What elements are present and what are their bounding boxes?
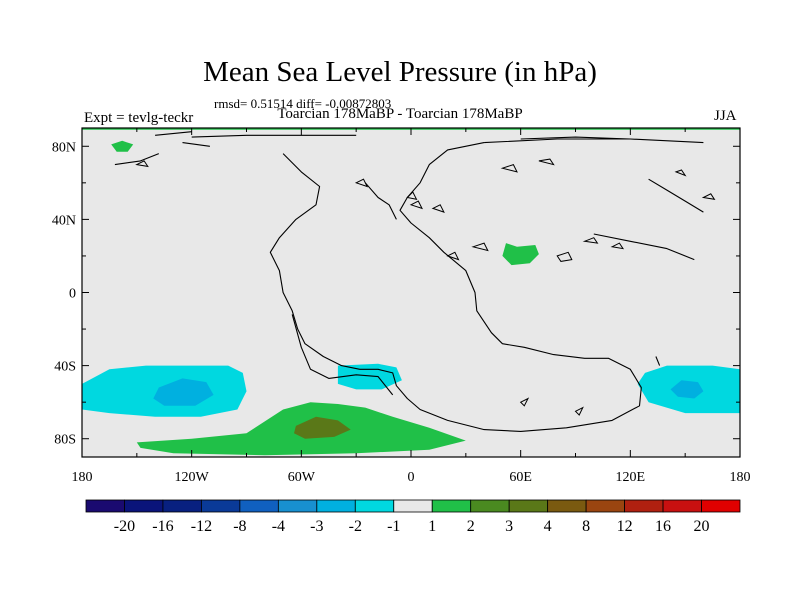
colorbar-swatch: [277, 499, 318, 513]
colorbar-swatch: [547, 499, 587, 513]
pressure-region-north-atlantic-high-patch: [111, 140, 134, 152]
colorbar-swatch: [162, 499, 202, 513]
y-tick-label: 0: [69, 287, 76, 302]
x-tick-label: 180: [730, 470, 751, 485]
colorbar-label: -16: [152, 518, 173, 535]
x-tick-label: 0: [408, 470, 415, 485]
colorbar-label: 1: [428, 518, 436, 535]
coastline-9: [648, 178, 704, 213]
island-outline-13: [674, 169, 687, 177]
colorbar-swatch: [239, 499, 279, 513]
coastline-6: [182, 142, 210, 147]
island-outline-14: [701, 193, 716, 200]
colorbar-label: -8: [233, 518, 246, 535]
x-tick-label: 120E: [616, 470, 646, 485]
colorbar-label: 20: [694, 518, 710, 535]
coastline-0: [269, 142, 642, 432]
x-tick-label: 60W: [288, 470, 316, 485]
x-tick-label: 60E: [509, 470, 532, 485]
rmsd-diff-stats: rmsd= 0.51514 diff= -0.00872803: [214, 96, 392, 111]
colorbar-swatch: [470, 499, 510, 513]
colorbar-swatch: [585, 499, 625, 513]
island-outline-6: [135, 160, 149, 168]
x-tick-label: 120W: [175, 470, 210, 485]
colorbar-label: 8: [582, 518, 590, 535]
coastline-4: [484, 138, 704, 144]
pressure-region-central-tethys-high: [502, 243, 539, 266]
y-tick-label: 40S: [54, 360, 76, 375]
y-tick-label: 80N: [52, 140, 76, 155]
colorbar-swatch: [124, 499, 164, 513]
colorbar-label: -12: [191, 518, 212, 535]
colorbar-swatch: [201, 499, 241, 513]
colorbar-label: 4: [544, 518, 552, 535]
y-tick-label: 80S: [54, 433, 76, 448]
colorbar-swatch: [85, 499, 125, 513]
island-outline-5: [574, 406, 584, 416]
colorbar-label: -2: [349, 518, 362, 535]
colorbar-swatch: [431, 499, 472, 513]
coastline-8: [593, 233, 695, 261]
island-outline-10: [409, 200, 423, 210]
x-tick-label: 180: [72, 470, 93, 485]
colorbar-label: -20: [114, 518, 135, 535]
colorbar-swatch: [316, 499, 356, 513]
coastline-3: [191, 134, 357, 138]
island-outline-15: [446, 251, 460, 261]
coastline-10: [655, 356, 661, 366]
colorbar-label: -1: [387, 518, 400, 535]
island-outline-4: [519, 397, 530, 407]
island-outline-0: [556, 251, 573, 262]
island-outline-12: [538, 158, 555, 166]
colorbar-swatch: [624, 499, 664, 513]
colorbar-swatch: [354, 499, 395, 513]
pressure-region-south-america-low: [337, 363, 402, 390]
island-outline-2: [610, 242, 625, 250]
coastline-11: [155, 131, 192, 136]
colorbar-label: -4: [272, 518, 285, 535]
y-tick-label: 40N: [52, 213, 76, 228]
colorbar-label: 2: [467, 518, 475, 535]
season-label: JJA: [714, 108, 737, 124]
colorbar-label: 16: [655, 518, 671, 535]
colorbar-swatch: [393, 499, 433, 513]
coastline-5: [114, 153, 160, 166]
coastline-1: [364, 182, 397, 220]
colorbar-swatch: [508, 499, 549, 513]
chart-title: Mean Sea Level Pressure (in hPa): [203, 56, 597, 88]
colorbar-label: 3: [505, 518, 513, 535]
island-outline-7: [354, 178, 369, 188]
chart-subtitle: Toarcian 178MaBP - Toarcian 178MaBP: [277, 106, 523, 122]
island-outline-1: [582, 237, 599, 244]
colorbar-label: -3: [310, 518, 323, 535]
island-outline-11: [406, 191, 418, 200]
colorbar-swatch: [662, 499, 702, 513]
pressure-region-southeast-indian-low-core: [670, 380, 704, 399]
island-outline-3: [471, 242, 489, 252]
pressure-region-southwest-pacific-low-core: [153, 378, 214, 406]
coastline-2: [291, 314, 394, 396]
experiment-label: Expt = tevlg-teckr: [84, 110, 194, 126]
colorbar-swatch: [701, 499, 741, 513]
island-outline-9: [431, 204, 445, 213]
pressure-region-southern-ocean-high-core: [294, 416, 351, 439]
coastline-7: [520, 136, 631, 140]
colorbar-label: 12: [617, 518, 633, 535]
island-outline-8: [500, 163, 518, 173]
